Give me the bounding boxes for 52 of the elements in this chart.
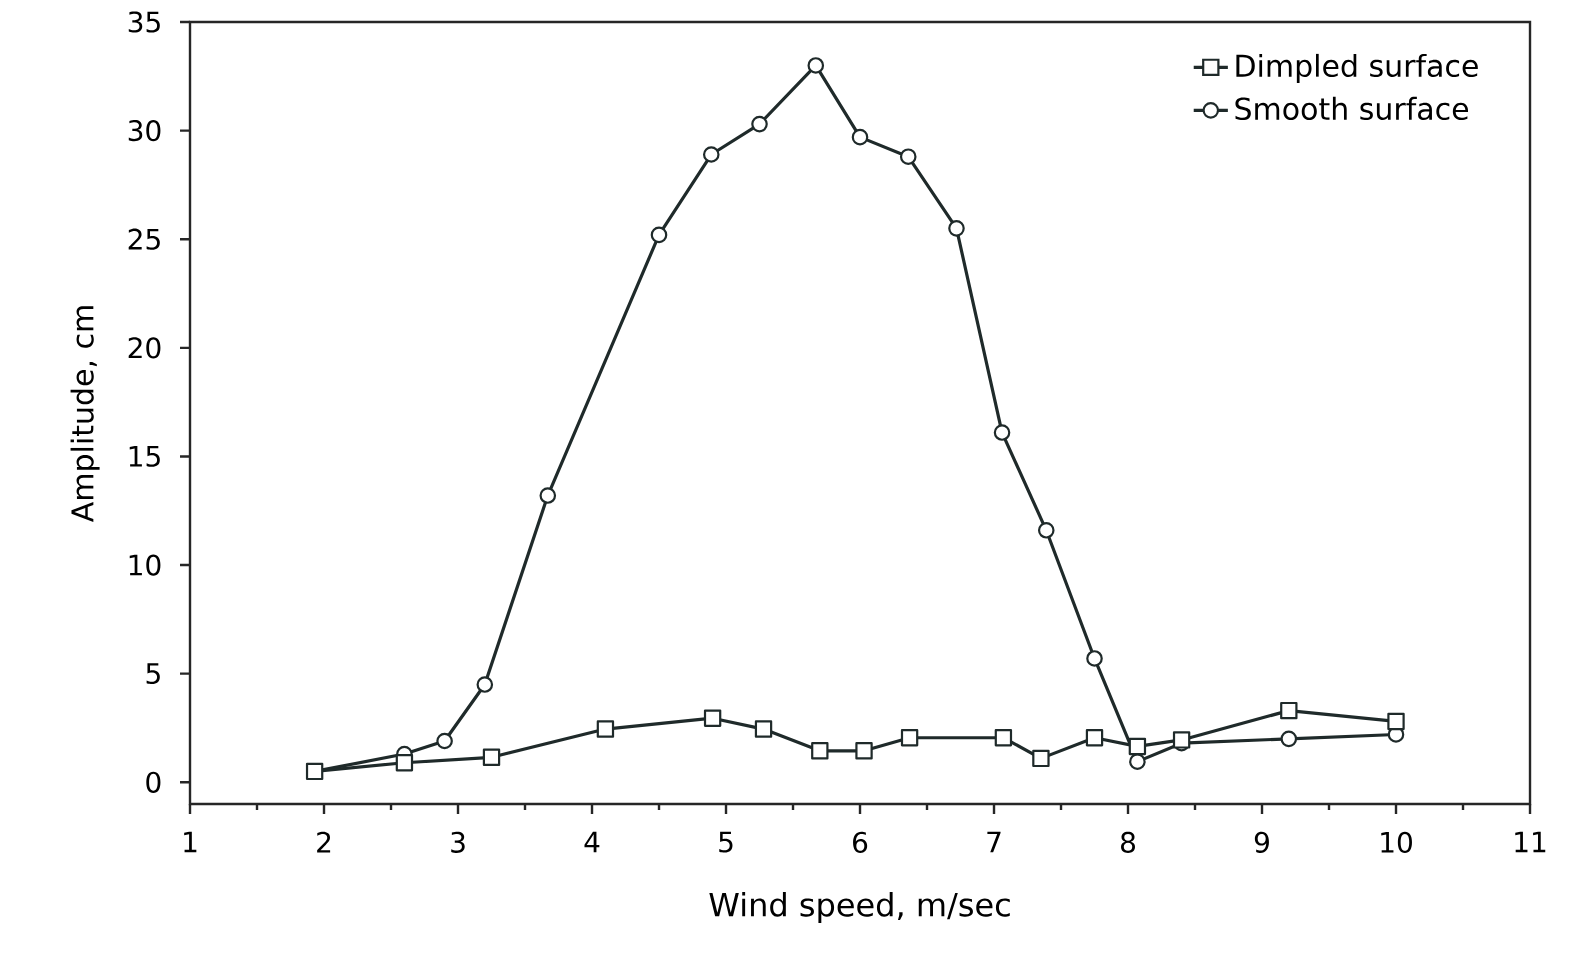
point bbox=[482, 748, 501, 766]
point bbox=[900, 729, 919, 747]
point bbox=[596, 720, 615, 738]
x-tick-label: 5 bbox=[719, 831, 733, 853]
legend-label: Smooth surface bbox=[1235, 96, 1469, 121]
y-tick-label: 35 bbox=[128, 11, 160, 33]
y-tick-label: 10 bbox=[129, 554, 161, 576]
x-tick-label: 4 bbox=[584, 831, 600, 853]
point bbox=[1387, 712, 1405, 731]
point bbox=[994, 729, 1013, 747]
x-tick-label: 3 bbox=[451, 831, 465, 853]
point bbox=[1128, 737, 1147, 756]
x-tick-label: 9 bbox=[1254, 831, 1269, 853]
point bbox=[395, 754, 414, 772]
x-tick-label: 1 bbox=[184, 831, 197, 853]
point bbox=[1086, 650, 1103, 667]
y-tick-label: 0 bbox=[146, 771, 161, 793]
y-axis-title: Amplitude, cm bbox=[70, 306, 100, 523]
x-tick-label: 11 bbox=[1515, 831, 1546, 853]
point bbox=[702, 146, 720, 163]
point bbox=[703, 709, 722, 727]
point bbox=[993, 424, 1011, 441]
x-axis-title: Wind speed, m/sec bbox=[709, 891, 1010, 923]
y-tick-label: 20 bbox=[128, 337, 161, 359]
point bbox=[476, 676, 494, 693]
point bbox=[811, 742, 829, 760]
y-tick-label: 30 bbox=[128, 120, 161, 142]
point bbox=[948, 220, 965, 237]
point bbox=[754, 720, 773, 738]
point bbox=[899, 148, 917, 165]
point bbox=[1280, 701, 1298, 720]
y-tick-label: 5 bbox=[146, 663, 160, 685]
x-tick-label: 8 bbox=[1121, 831, 1136, 853]
x-tick-label: 6 bbox=[853, 831, 868, 853]
point bbox=[855, 742, 873, 760]
point bbox=[1129, 753, 1146, 770]
point bbox=[436, 732, 453, 750]
x-tick-label: 7 bbox=[987, 831, 1001, 853]
point bbox=[539, 487, 557, 504]
point bbox=[1280, 730, 1298, 748]
point bbox=[1032, 749, 1050, 768]
point bbox=[751, 115, 768, 133]
point bbox=[650, 226, 668, 244]
y-tick-label: 15 bbox=[129, 446, 160, 467]
point bbox=[1037, 522, 1055, 539]
legend-label: Dimpled surface bbox=[1236, 53, 1478, 83]
x-tick-label: 2 bbox=[317, 831, 331, 853]
x-tick-label: 10 bbox=[1381, 831, 1412, 853]
point bbox=[807, 57, 825, 74]
point bbox=[1085, 729, 1104, 747]
point bbox=[851, 128, 869, 146]
y-tick-label: 25 bbox=[128, 228, 160, 250]
